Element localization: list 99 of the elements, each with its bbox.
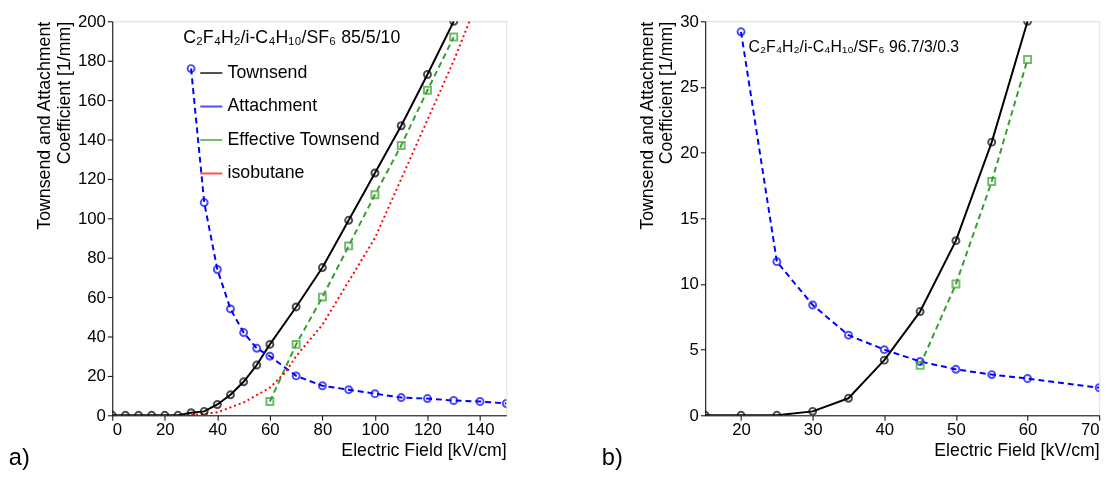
x-tick-label: 70 bbox=[1081, 420, 1100, 440]
point bbox=[396, 140, 406, 150]
x-axis-title: Electric Field [kV/cm] bbox=[934, 440, 1100, 461]
point bbox=[344, 241, 354, 251]
y-tick-label: 10 bbox=[680, 274, 699, 294]
y-tick-label: 40 bbox=[87, 326, 106, 346]
y-tick-label: 30 bbox=[680, 11, 699, 31]
x-axis-title: Electric Field [kV/cm] bbox=[341, 440, 507, 461]
point bbox=[212, 400, 222, 409]
point bbox=[265, 351, 275, 361]
point bbox=[987, 177, 997, 187]
point bbox=[951, 364, 961, 374]
chart-title: C₂F₄H₂/i-C₄H₁₀/SF₆ 85/5/10 bbox=[183, 27, 401, 47]
point bbox=[239, 377, 249, 387]
x-tick-label: 100 bbox=[361, 420, 390, 440]
y-tick-label: 25 bbox=[680, 77, 699, 97]
point bbox=[808, 300, 818, 310]
legend-label: Attachment bbox=[227, 95, 318, 116]
point bbox=[1023, 54, 1033, 64]
x-tick-label: 20 bbox=[732, 420, 751, 440]
x-tick-label: 80 bbox=[313, 420, 333, 440]
y-tick-label: 120 bbox=[77, 169, 106, 189]
x-tick-label: 0 bbox=[112, 420, 123, 440]
x-tick-label: 40 bbox=[875, 420, 895, 440]
x-tick-label: 120 bbox=[414, 420, 442, 440]
point bbox=[370, 168, 380, 178]
point bbox=[808, 406, 818, 416]
x-tick-label: 50 bbox=[947, 420, 966, 440]
point bbox=[879, 355, 889, 365]
point bbox=[186, 64, 196, 74]
point bbox=[951, 236, 961, 246]
point bbox=[226, 390, 235, 400]
point bbox=[844, 393, 853, 403]
point bbox=[772, 257, 782, 267]
y-tick-label: 5 bbox=[689, 340, 699, 360]
point bbox=[396, 393, 406, 403]
y-tick-label: 200 bbox=[77, 11, 106, 31]
point bbox=[449, 32, 459, 42]
point bbox=[370, 190, 380, 200]
y-tick-label: 140 bbox=[77, 129, 106, 149]
point bbox=[212, 265, 222, 274]
text: a) bbox=[8, 443, 30, 470]
point bbox=[915, 307, 925, 317]
point bbox=[252, 360, 262, 370]
point bbox=[239, 328, 249, 338]
point bbox=[344, 385, 354, 395]
point bbox=[422, 70, 432, 79]
point bbox=[291, 371, 301, 381]
point bbox=[396, 121, 406, 131]
point bbox=[317, 292, 327, 302]
point bbox=[915, 357, 925, 366]
point bbox=[422, 85, 432, 95]
point bbox=[291, 302, 301, 312]
y-tick-label: 15 bbox=[680, 208, 699, 228]
x-tick-label: 60 bbox=[1018, 420, 1038, 440]
y-tick-label: 0 bbox=[96, 405, 106, 425]
text: b) bbox=[601, 443, 623, 470]
y-axis-title: Townsend and Attachment Coefficient [1/mm] bbox=[636, 21, 677, 230]
point bbox=[317, 381, 327, 391]
x-tick-label: 40 bbox=[208, 420, 228, 440]
point bbox=[226, 304, 235, 314]
x-tick-label: 20 bbox=[155, 420, 175, 440]
point bbox=[475, 397, 485, 406]
point bbox=[1023, 374, 1033, 383]
point bbox=[844, 330, 853, 340]
point bbox=[736, 27, 746, 37]
point bbox=[344, 215, 354, 225]
point bbox=[265, 339, 275, 349]
point bbox=[915, 360, 925, 370]
point bbox=[199, 198, 209, 208]
legend-label: Townsend bbox=[227, 61, 308, 82]
y-tick-label: 180 bbox=[77, 51, 106, 71]
point bbox=[987, 137, 997, 147]
x-tick-label: 30 bbox=[803, 420, 823, 440]
y-tick-label: 100 bbox=[77, 208, 106, 228]
y-tick-label: 0 bbox=[689, 405, 699, 425]
point bbox=[370, 389, 380, 399]
y-tick-label: 80 bbox=[87, 248, 106, 268]
x-tick-label: 60 bbox=[261, 420, 280, 440]
y-tick-label: 160 bbox=[77, 90, 106, 110]
point bbox=[252, 343, 262, 353]
point bbox=[422, 394, 432, 404]
point bbox=[879, 345, 889, 355]
legend-label: Effective Townsend bbox=[227, 128, 380, 149]
y-tick-label: 20 bbox=[87, 366, 106, 386]
y-axis-title: Townsend and Attachment Coefficient [1/mm] bbox=[34, 21, 75, 230]
point bbox=[291, 339, 301, 349]
point bbox=[987, 370, 997, 380]
y-tick-label: 60 bbox=[87, 287, 106, 307]
point bbox=[265, 397, 275, 406]
text: C₂F₄H₂/i-C₄H₁₀/SF₆ 96.7/3/0.3 bbox=[748, 37, 960, 55]
point bbox=[449, 396, 459, 405]
y-tick-label: 20 bbox=[680, 143, 699, 163]
point bbox=[317, 263, 327, 273]
point bbox=[951, 279, 961, 289]
point bbox=[199, 406, 209, 416]
point bbox=[186, 408, 196, 416]
legend-label: isobutane bbox=[227, 162, 305, 183]
x-tick-label: 140 bbox=[466, 420, 495, 440]
